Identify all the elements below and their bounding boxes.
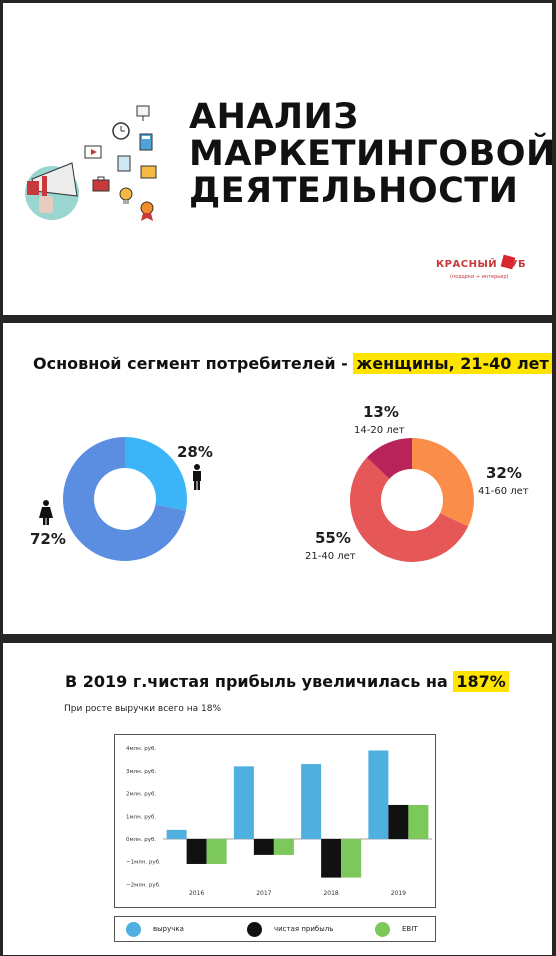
bar-ebit [408,804,429,839]
donut-charts-svg [39,437,474,563]
megaphone-icon [27,162,78,213]
bar-revenue [233,766,254,839]
presentation-board-icon [136,105,150,121]
briefcase-icon [92,176,110,192]
bar-revenue [166,829,187,839]
age-c-percent: 55% [315,529,351,547]
marketing-icons-illustration [25,105,157,221]
profit-heading: В 2019 г.чистая прибыль увеличилась на 1… [65,671,509,692]
calculator-icon [139,133,153,151]
video-player-icon [84,145,102,159]
y-tick-label: 0млн. руб. [126,837,156,843]
x-tick-label: 2019 [391,890,406,897]
title-line-2: МАРКЕТИНГОВОЙ [189,134,552,174]
y-tick-label: 1млн. руб. [126,814,156,820]
bar-revenue [301,764,322,839]
logo-text: КРАСНЫЙ КУБ [436,259,527,270]
x-tick-label: 2018 [323,890,338,897]
segment-heading-prefix: Основной сегмент потребителей - [33,354,348,373]
x-tick-label: 2017 [256,890,271,897]
logo-tagline: (подарки + интерьер) [450,274,509,280]
age-a-label: 14-20 лет [354,425,405,436]
y-tick-label: −2млн. руб. [126,882,161,888]
legend-swatch-net-profit [247,921,262,937]
segment-heading-highlight: женщины, 21-40 лет [353,353,552,374]
age-donut-chart [349,438,474,563]
title-line-1: АНАЛИЗ [189,97,359,137]
donut-slice-female [62,437,186,561]
legend-item-net-profit: чистая прибыль [247,921,333,937]
page-title: АНАЛИЗ МАРКЕТИНГОВОЙ ДЕЯТЕЛЬНОСТИ [189,99,552,210]
y-tick-label: 3млн. руб. [126,769,156,775]
male-figure-icon [193,464,201,490]
folder-icon [140,165,157,179]
award-icon [140,201,154,221]
slide-segments: Основной сегмент потребителей - женщины,… [3,323,552,634]
clock-icon [112,122,130,140]
legend-item-ebit: EBIT [375,921,418,937]
bar-chart-svg: 4млн. руб. 3млн. руб. 2млн. руб. 1млн. руб.… [126,746,432,897]
bar-ebit [206,839,227,864]
profit-subheading: При росте выручки всего на 18% [64,704,222,714]
y-tick-label: −1млн. руб. [126,860,161,866]
legend-item-revenue: выручка [126,921,184,937]
chart-legend: выручка чистая прибыль EBIT [114,916,436,942]
logo: КРАСНЫЙ КУБ (подарки + интерьер) [436,254,536,280]
y-tick-label: 2млн. руб. [126,792,156,798]
document-chart-icon [117,155,131,172]
donut-slice-21-40 [349,457,469,563]
age-a-percent: 13% [363,403,399,421]
slide-title: АНАЛИЗ МАРКЕТИНГОВОЙ ДЕЯТЕЛЬНОСТИ КРАСНЫ… [3,3,552,315]
bar-net-profit [186,839,207,864]
age-b-label: 41-60 лет [478,486,529,497]
age-b-percent: 32% [486,464,522,482]
y-tick-label: 4млн. руб. [126,746,156,752]
slide-profit: В 2019 г.чистая прибыль увеличилась на 1… [3,643,552,955]
bar-net-profit [321,839,342,878]
bar-net-profit [388,804,409,839]
donut-slice-41-60 [412,438,474,527]
bar-chart: 4млн. руб. 3млн. руб. 2млн. руб. 1млн. руб.… [126,746,432,897]
title-line-3: ДЕЯТЕЛЬНОСТИ [189,171,519,211]
legend-swatch-revenue [126,921,141,937]
bar-ebit [273,839,294,855]
donut-slice-male [125,437,187,511]
legend-label-net-profit: чистая прибыль [274,925,334,933]
profit-heading-highlight: 187% [453,671,509,692]
legend-label-ebit: EBIT [402,925,418,933]
segment-heading: Основной сегмент потребителей - женщины,… [33,353,552,374]
lightbulb-icon [119,187,133,204]
profit-heading-prefix: В 2019 г.чистая прибыль увеличилась на [65,672,448,691]
female-figure-icon [39,500,53,525]
legend-label-revenue: выручка [153,925,184,933]
age-c-label: 21-40 лет [305,551,356,562]
bar-chart-frame [114,734,436,908]
donut-slice-14-20 [366,438,412,479]
bar-ebit [341,839,362,878]
female-percent-label: 72% [30,530,66,548]
bar-revenue [368,750,389,839]
gender-donut-chart [62,437,187,561]
bar-net-profit [253,839,274,855]
male-percent-label: 28% [177,443,213,461]
legend-swatch-ebit [375,921,390,937]
x-tick-label: 2016 [189,890,204,897]
